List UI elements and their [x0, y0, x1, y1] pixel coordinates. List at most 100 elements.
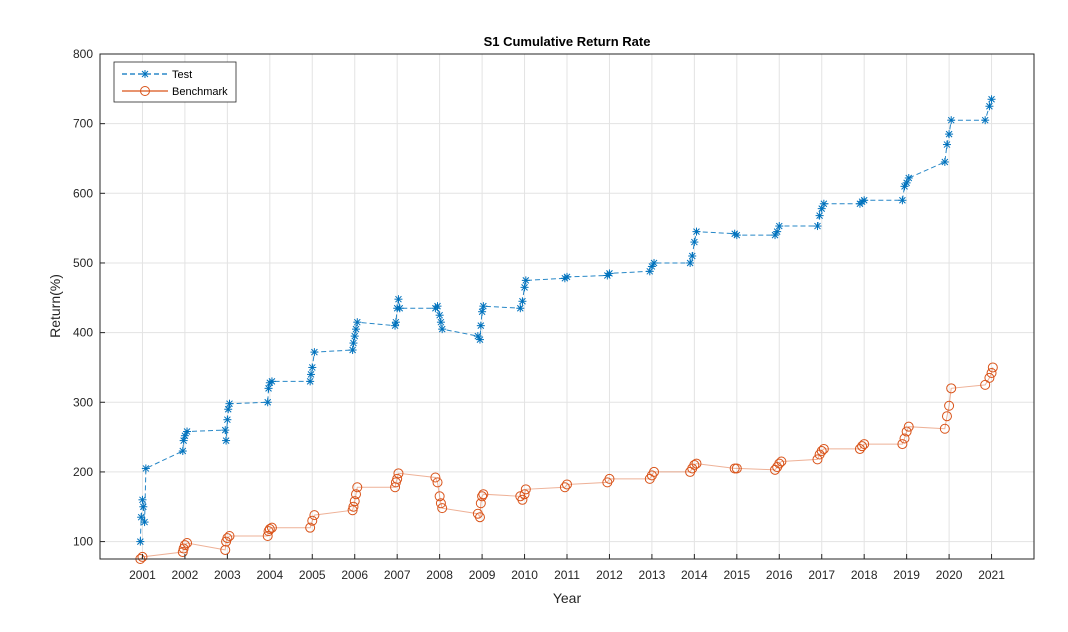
- data-point-test: [518, 297, 527, 306]
- data-point-test: [267, 377, 276, 386]
- x-tick-label: 2012: [596, 568, 623, 582]
- x-tick-label: 2008: [426, 568, 453, 582]
- data-point-benchmark: [986, 368, 997, 379]
- x-tick-label: 2006: [341, 568, 368, 582]
- data-point-benchmark: [691, 458, 702, 469]
- data-point-benchmark: [430, 472, 441, 483]
- data-point-test: [308, 363, 317, 372]
- x-axis-title: Year: [553, 590, 582, 606]
- data-point-test: [686, 258, 695, 267]
- data-point-test: [479, 302, 488, 311]
- data-point-test: [221, 426, 230, 435]
- legend-marker-benchmark: [140, 86, 150, 96]
- data-point-benchmark: [776, 456, 787, 467]
- data-point-test: [224, 405, 233, 414]
- data-point-test: [348, 346, 357, 355]
- data-point-test: [438, 325, 447, 334]
- data-point-test: [436, 318, 445, 327]
- data-point-test: [516, 304, 525, 313]
- data-point-test: [263, 398, 272, 407]
- data-point-benchmark: [352, 482, 363, 493]
- data-point-test: [521, 276, 530, 285]
- x-tick-label: 2015: [723, 568, 750, 582]
- data-point-benchmark: [818, 443, 829, 454]
- data-point-benchmark: [224, 531, 235, 542]
- series-layer: [135, 95, 998, 564]
- data-point-benchmark: [349, 496, 360, 507]
- data-point-test: [520, 283, 529, 292]
- data-point-test: [898, 196, 907, 205]
- data-point-benchmark: [897, 439, 908, 450]
- y-tick-label: 800: [73, 47, 93, 61]
- data-point-benchmark: [435, 498, 446, 509]
- data-point-benchmark: [941, 411, 952, 422]
- x-tick-label: 2021: [978, 568, 1005, 582]
- x-tick-label: 2001: [129, 568, 156, 582]
- legend-label-benchmark: Benchmark: [172, 86, 228, 98]
- data-point-benchmark: [731, 463, 742, 474]
- y-axis-title: Return(%): [47, 274, 63, 338]
- data-point-test: [940, 157, 949, 166]
- data-point-benchmark: [562, 479, 572, 490]
- y-tick-label: 500: [73, 256, 93, 270]
- x-tick-label: 2004: [256, 568, 283, 582]
- data-point-test: [730, 229, 739, 238]
- x-tick-label: 2017: [808, 568, 835, 582]
- data-point-test: [138, 495, 147, 504]
- data-point-test: [650, 258, 659, 267]
- x-tick-label: 2010: [511, 568, 538, 582]
- data-point-benchmark: [987, 362, 998, 373]
- data-point-test: [563, 272, 571, 281]
- data-point-benchmark: [432, 477, 443, 488]
- data-point-test: [981, 116, 990, 125]
- data-point-benchmark: [393, 468, 404, 479]
- data-point-benchmark: [347, 505, 358, 516]
- x-tick-label: 2005: [299, 568, 326, 582]
- y-tick-label: 100: [73, 535, 93, 549]
- data-point-benchmark: [262, 531, 273, 542]
- data-point-test: [475, 335, 484, 344]
- data-point-benchmark: [939, 423, 950, 434]
- data-point-benchmark: [137, 551, 148, 562]
- data-point-benchmark: [689, 459, 700, 470]
- data-point-benchmark: [392, 473, 403, 484]
- data-point-test: [813, 222, 822, 231]
- data-point-benchmark: [812, 454, 823, 465]
- legend-box: [113, 61, 237, 103]
- data-point-benchmark: [649, 466, 660, 477]
- x-tick-label: 2019: [893, 568, 920, 582]
- x-tick-label: 2009: [469, 568, 496, 582]
- x-tick-label: 2020: [936, 568, 963, 582]
- data-point-test: [350, 332, 359, 341]
- data-point-benchmark: [222, 533, 233, 544]
- data-point-benchmark: [474, 512, 485, 523]
- data-point-test: [225, 399, 234, 408]
- data-point-benchmark: [478, 489, 489, 500]
- data-point-test: [605, 269, 614, 278]
- data-point-test: [775, 222, 784, 231]
- legend-marker-glyph: [141, 70, 149, 78]
- data-point-benchmark: [774, 458, 785, 469]
- data-point-test: [137, 513, 146, 522]
- y-tick-label: 300: [73, 395, 93, 409]
- data-point-test: [985, 102, 994, 111]
- data-point-test: [395, 304, 404, 313]
- data-point-test: [136, 537, 145, 546]
- data-point-benchmark: [348, 501, 359, 512]
- data-point-benchmark: [264, 524, 275, 535]
- x-tick-label: 2007: [384, 568, 411, 582]
- data-point-test: [140, 518, 149, 527]
- data-point-benchmark: [944, 400, 955, 411]
- data-point-benchmark: [266, 522, 277, 533]
- data-point-benchmark: [437, 503, 448, 514]
- data-point-test: [692, 227, 701, 236]
- y-tick-label: 600: [73, 186, 93, 200]
- data-point-test: [141, 464, 150, 473]
- data-point-benchmark: [519, 489, 530, 500]
- data-point-test: [987, 95, 996, 104]
- data-point-test: [688, 252, 697, 260]
- data-point-benchmark: [946, 383, 957, 394]
- data-point-test: [904, 173, 913, 182]
- data-point-test: [947, 116, 956, 125]
